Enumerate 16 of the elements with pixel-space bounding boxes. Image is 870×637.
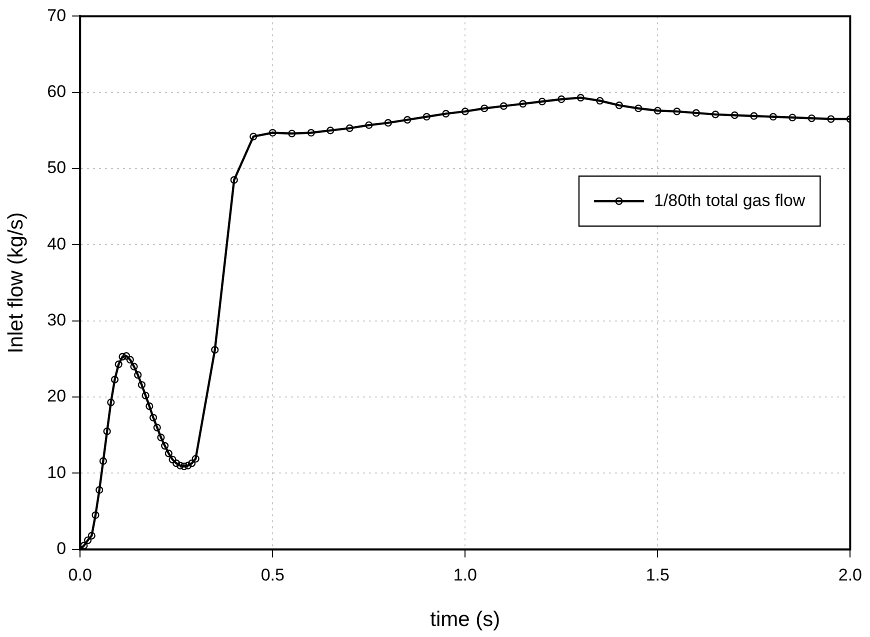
- y-tick-label: 30: [47, 310, 66, 330]
- legend-label: 1/80th total gas flow: [654, 190, 806, 210]
- y-tick-label: 70: [47, 6, 66, 25]
- y-tick-label: 0: [56, 539, 66, 558]
- x-tick-label: 1.0: [453, 565, 477, 584]
- x-tick-label: 0.5: [260, 565, 284, 584]
- x-tick-label: 1.5: [646, 565, 670, 584]
- y-tick-label: 50: [47, 158, 66, 178]
- y-tick-label: 40: [47, 234, 66, 254]
- y-tick-label: 60: [47, 82, 66, 102]
- y-tick-label: 10: [47, 462, 66, 482]
- y-axis-title: Inlet flow (kg/s): [4, 212, 28, 354]
- x-tick-label: 0.0: [68, 565, 92, 584]
- x-axis-title: time (s): [430, 608, 500, 632]
- y-tick-label: 20: [47, 386, 66, 406]
- x-tick-label: 2.0: [838, 565, 862, 584]
